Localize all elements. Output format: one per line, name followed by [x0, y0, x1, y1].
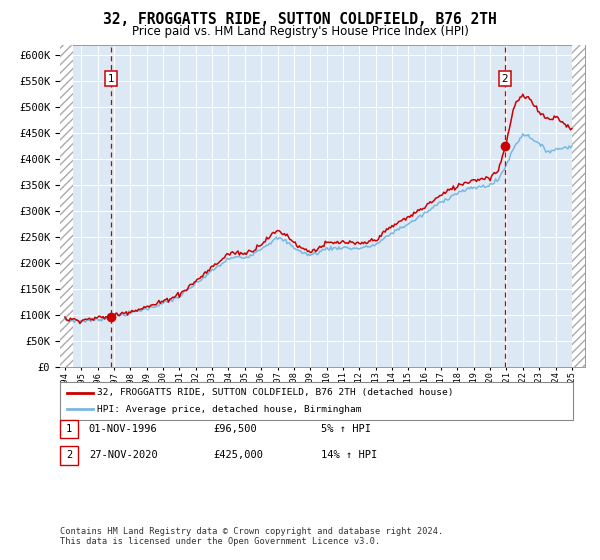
Bar [60, 45, 73, 367]
Text: Contains HM Land Registry data © Crown copyright and database right 2024.
This d: Contains HM Land Registry data © Crown c… [60, 526, 443, 546]
Text: 32, FROGGATTS RIDE, SUTTON COLDFIELD, B76 2TH: 32, FROGGATTS RIDE, SUTTON COLDFIELD, B7… [103, 12, 497, 27]
Text: 5% ↑ HPI: 5% ↑ HPI [321, 424, 371, 434]
Text: HPI: Average price, detached house, Birmingham: HPI: Average price, detached house, Birm… [97, 405, 362, 414]
Text: 2: 2 [502, 73, 508, 83]
Text: 01-NOV-1996: 01-NOV-1996 [89, 424, 158, 434]
Text: Price paid vs. HM Land Registry's House Price Index (HPI): Price paid vs. HM Land Registry's House … [131, 25, 469, 38]
Text: 1: 1 [108, 73, 115, 83]
Text: 32, FROGGATTS RIDE, SUTTON COLDFIELD, B76 2TH (detached house): 32, FROGGATTS RIDE, SUTTON COLDFIELD, B7… [97, 388, 454, 397]
Bar [572, 45, 585, 367]
Text: 27-NOV-2020: 27-NOV-2020 [89, 450, 158, 460]
Text: 14% ↑ HPI: 14% ↑ HPI [321, 450, 377, 460]
Text: 1: 1 [66, 424, 72, 434]
Text: 2: 2 [66, 450, 72, 460]
Text: £96,500: £96,500 [213, 424, 257, 434]
Text: £425,000: £425,000 [213, 450, 263, 460]
